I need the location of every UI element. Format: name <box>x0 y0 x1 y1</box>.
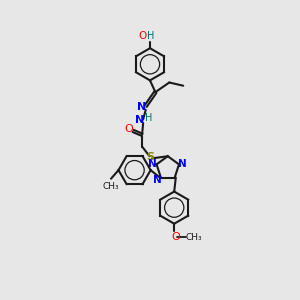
Text: S: S <box>146 152 154 162</box>
Text: N: N <box>178 158 187 169</box>
Text: H: H <box>146 112 153 123</box>
Text: N: N <box>135 115 144 125</box>
Text: N: N <box>153 175 162 185</box>
Text: N: N <box>137 102 146 112</box>
Text: O: O <box>124 124 133 134</box>
Text: N: N <box>148 158 157 169</box>
Text: H: H <box>147 32 155 41</box>
Text: O: O <box>138 32 147 41</box>
Text: CH₃: CH₃ <box>103 182 119 191</box>
Text: O: O <box>171 232 180 242</box>
Text: CH₃: CH₃ <box>185 232 202 242</box>
